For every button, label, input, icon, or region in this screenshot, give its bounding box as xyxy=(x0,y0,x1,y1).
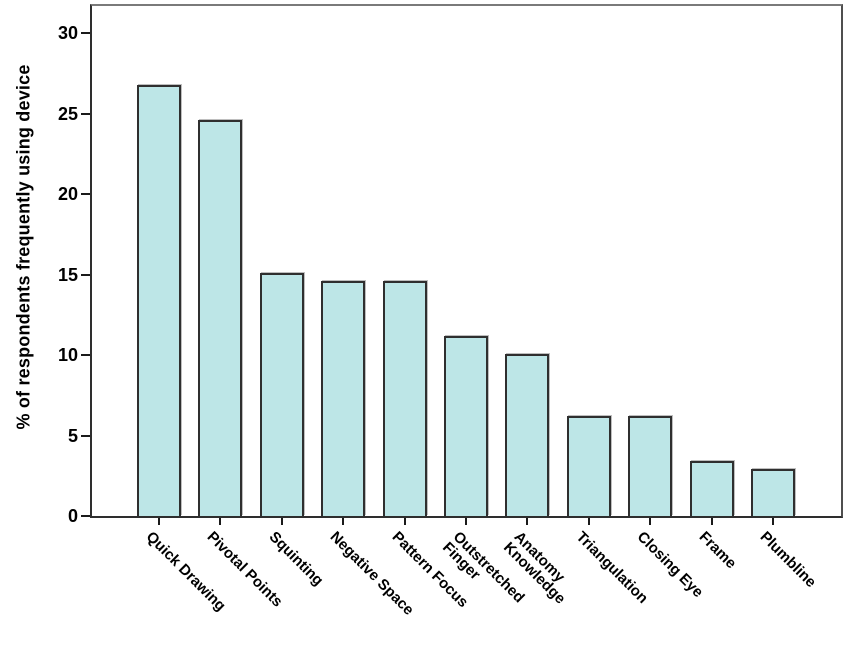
x-axis-tick-mark xyxy=(219,518,222,525)
x-category-label-line: Plumbline xyxy=(756,528,820,592)
bar-squinting xyxy=(259,273,304,516)
y-axis-tick-mark xyxy=(81,354,90,357)
x-category-label-line: Frame xyxy=(695,528,740,573)
x-category-label-frame: Frame xyxy=(695,528,740,573)
y-axis-tick-label: 25 xyxy=(57,103,78,124)
y-axis-tick-mark xyxy=(81,515,90,517)
y-axis-tick-mark xyxy=(81,273,90,276)
plot-area xyxy=(90,4,843,518)
x-axis-tick-mark xyxy=(587,518,590,525)
y-axis-tick-label: 15 xyxy=(57,264,78,285)
x-axis-tick-mark xyxy=(772,518,774,525)
x-axis-tick-mark xyxy=(649,518,652,525)
x-axis-tick-mark xyxy=(403,518,406,525)
x-axis-tick-mark xyxy=(710,518,713,525)
y-axis-tick-label: 5 xyxy=(67,425,78,446)
x-axis-tick-mark xyxy=(526,518,529,525)
bar-triangulation xyxy=(566,416,611,516)
x-axis-tick-mark xyxy=(280,518,283,525)
y-axis-tick-label: 20 xyxy=(57,184,78,205)
bar-anatomy-knowledge xyxy=(505,354,550,516)
y-axis-tick-mark xyxy=(81,193,90,196)
y-axis-tick-label: 30 xyxy=(57,23,78,44)
bar-pattern-focus xyxy=(382,281,427,516)
x-axis-tick-mark xyxy=(465,518,467,525)
x-category-label-squinting: Squinting xyxy=(265,528,327,590)
x-category-label-plumbline: Plumbline xyxy=(756,528,820,592)
x-axis-tick-mark xyxy=(342,518,345,525)
y-axis-tick-label: 10 xyxy=(57,345,78,366)
y-axis-tick-mark xyxy=(81,32,90,35)
y-axis-tick-label: 0 xyxy=(67,506,78,526)
bar-frame xyxy=(689,461,734,516)
bar-quick-drawing xyxy=(137,85,181,516)
bar-plumbline xyxy=(751,469,795,516)
y-axis-tick-mark xyxy=(81,434,90,437)
y-axis-tick-mark xyxy=(81,112,90,115)
bar-pivotal-points xyxy=(198,120,243,516)
bar-negative-space xyxy=(321,281,366,516)
bar-closing-eye xyxy=(628,416,673,516)
x-category-label-line: Squinting xyxy=(265,528,327,590)
x-axis-tick-mark xyxy=(158,518,160,525)
bar-outstretched-finger xyxy=(444,336,488,516)
